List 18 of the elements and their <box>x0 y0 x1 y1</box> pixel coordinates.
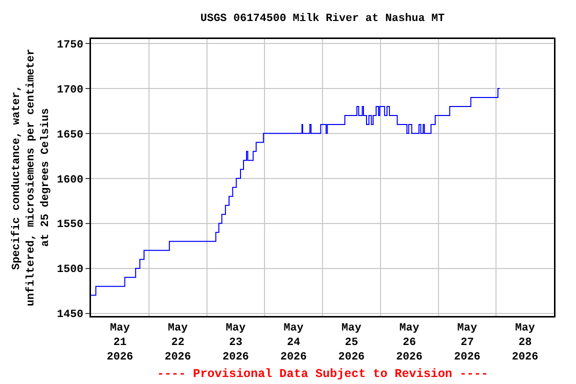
x-tick-label: May 26 2026 <box>396 322 423 364</box>
y-tick-label: 1500 <box>56 264 84 276</box>
x-tick-label: May 27 2026 <box>454 322 480 364</box>
x-tick-label: May 21 2026 <box>106 322 134 364</box>
y-tick-label: 1700 <box>56 84 84 96</box>
y-tick-label: 1650 <box>56 129 84 142</box>
x-tick-label: May 24 2026 <box>280 322 307 364</box>
y-tick-label: 1550 <box>56 219 84 232</box>
y-axis-title: Specific conductance, water, unfiltered, microsiemens per centimeter at 25 degrees Celsius <box>10 48 52 306</box>
x-tick-label: May 22 2026 <box>164 322 192 364</box>
x-tick-label: May 25 2026 <box>338 322 365 364</box>
chart-title: USGS 06174500 Milk River at Nashua MT <box>200 13 446 26</box>
text: ---- Provisional Data Subject to Revision ---- <box>157 367 488 381</box>
x-tick-label: May 23 2026 <box>222 322 249 364</box>
y-tick-label: 1450 <box>56 309 84 322</box>
x-tick-label: May 28 2026 <box>512 322 538 364</box>
y-tick-label: 1750 <box>56 39 84 52</box>
y-tick-label: 1600 <box>56 174 84 186</box>
